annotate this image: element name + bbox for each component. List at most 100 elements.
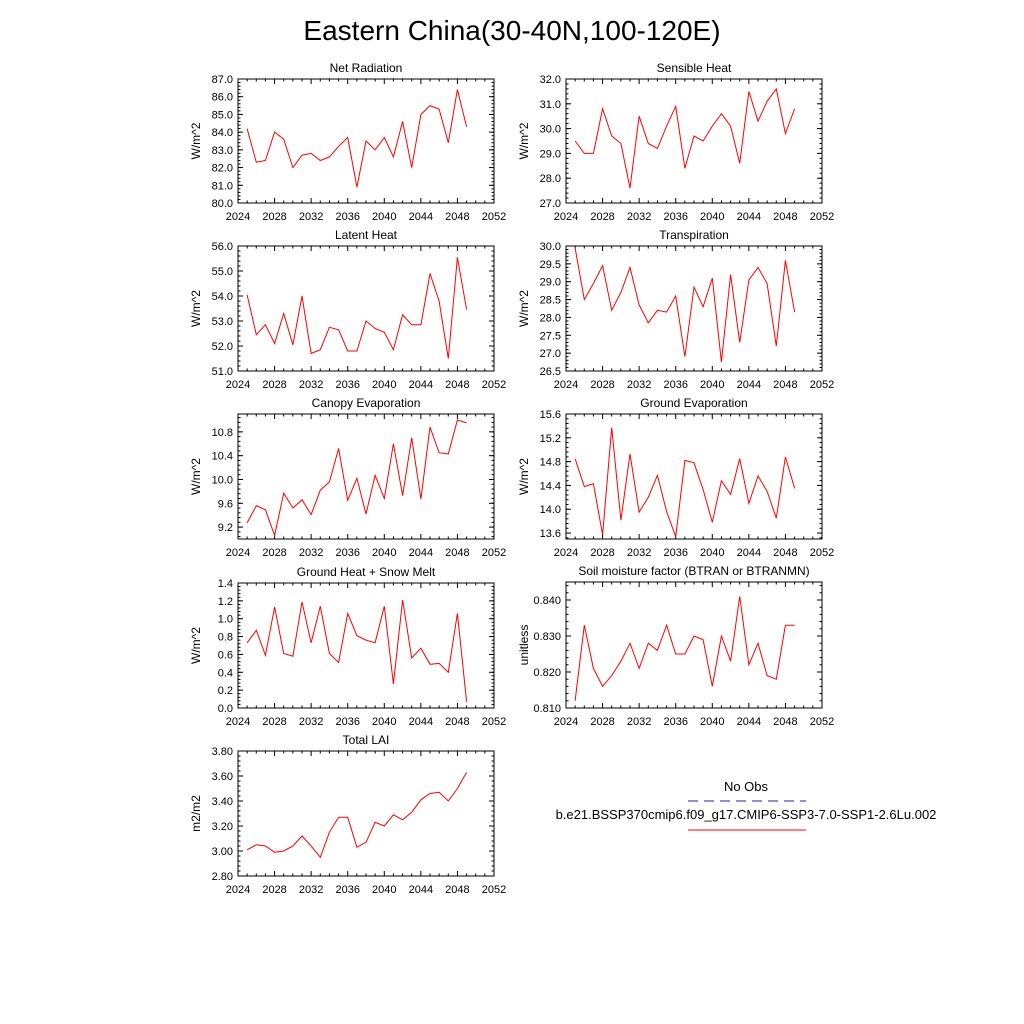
x-tick-label: 2052 [810,211,834,223]
panel-title: Canopy Evaporation [312,396,421,410]
y-tick-label: 29.0 [540,148,561,160]
y-tick-label: 30.0 [540,124,561,136]
x-tick-label: 2040 [372,884,396,896]
y-tick-label: 51.0 [212,366,233,378]
x-tick-label: 2048 [445,379,469,391]
y-tick-label: 3.80 [212,746,233,758]
y-tick-label: 1.0 [218,614,233,626]
y-axis-label: m2/m2 [189,795,203,832]
x-tick-label: 2024 [226,211,250,223]
y-tick-label: 0.2 [218,685,233,697]
y-tick-label: 82.0 [212,163,233,175]
y-tick-label: 2.80 [212,871,233,883]
x-tick-label: 2036 [335,211,359,223]
x-tick-label: 2052 [482,547,506,559]
series-line [574,247,796,363]
y-axis-label: unitless [517,625,531,666]
plot-frame [237,245,495,372]
x-tick-label: 2028 [262,716,286,728]
panel-title: Transpiration [659,228,729,242]
y-tick-label: 86.0 [212,92,233,104]
plot-frame [237,750,495,877]
x-tick-label: 2024 [226,547,250,559]
y-tick-label: 0.830 [533,631,561,643]
y-tick-label: 3.60 [212,771,233,783]
x-tick-label: 2032 [299,547,323,559]
y-tick-label: 28.0 [540,173,561,185]
plot-frame [565,413,823,540]
y-tick-label: 0.6 [218,649,233,661]
x-tick-label: 2048 [445,547,469,559]
y-tick-label: 3.20 [212,821,233,833]
y-tick-label: 28.5 [540,295,561,307]
x-tick-label: 2044 [409,547,433,559]
x-tick-label: 2024 [554,547,578,559]
series-line [246,599,468,702]
x-tick-label: 2048 [773,379,797,391]
y-tick-label: 14.0 [540,504,561,516]
x-tick-label: 2052 [810,547,834,559]
x-tick-label: 2040 [372,716,396,728]
y-tick-label: 30.0 [540,241,561,253]
x-tick-label: 2032 [299,716,323,728]
x-tick-label: 2028 [590,211,614,223]
y-tick-label: 29.5 [540,259,561,271]
x-tick-label: 2052 [482,211,506,223]
series-line [574,596,795,701]
panel-4: Transpiration W/m^2 2024 2028 2032 2036 2040 20… [517,228,834,391]
y-axis-label: W/m^2 [189,122,203,159]
x-tick-label: 2036 [335,716,359,728]
legend-obs-label: No Obs [724,779,769,794]
y-tick-label: 80.0 [212,198,233,210]
y-tick-label: 14.8 [540,457,561,469]
x-tick-label: 2036 [663,379,687,391]
x-tick-label: 2044 [737,716,761,728]
x-tick-label: 2036 [335,379,359,391]
x-tick-label: 2028 [590,716,614,728]
panel-9: Total LAI m2/m2 2024 2028 2032 2036 2040 2044 20… [189,733,506,896]
x-tick-label: 2040 [372,211,396,223]
x-tick-label: 2044 [409,211,433,223]
y-tick-label: 3.00 [212,846,233,858]
y-tick-label: 56.0 [212,241,233,253]
x-tick-label: 2032 [627,379,651,391]
y-tick-label: 27.5 [540,330,561,342]
x-tick-label: 2044 [737,379,761,391]
plot-frame [565,581,823,709]
panel-title: Net Radiation [330,61,403,75]
y-tick-label: 81.0 [212,180,233,192]
y-axis-label: W/m^2 [189,290,203,327]
x-tick-label: 2052 [482,716,506,728]
x-tick-label: 2028 [262,379,286,391]
series-line [246,89,468,188]
y-tick-label: 0.0 [218,703,233,715]
y-tick-label: 26.5 [540,366,561,378]
y-tick-label: 53.0 [212,316,233,328]
x-tick-label: 2048 [445,211,469,223]
panel-2: Sensible Heat W/m^2 2024 2028 2032 2036 2040 20… [517,61,834,223]
plot-frame [237,582,495,709]
x-tick-label: 2036 [335,884,359,896]
x-tick-label: 2028 [262,547,286,559]
x-tick-label: 2036 [663,547,687,559]
y-tick-label: 0.820 [533,667,561,679]
x-tick-label: 2028 [590,379,614,391]
x-tick-label: 2024 [554,211,578,223]
y-tick-label: 9.2 [218,522,233,534]
y-tick-label: 15.6 [540,409,561,421]
y-tick-label: 27.0 [540,198,561,210]
x-tick-label: 2032 [299,379,323,391]
x-tick-label: 2052 [810,716,834,728]
panel-title: Total LAI [343,733,390,747]
y-tick-label: 0.840 [533,595,561,607]
series-line [246,257,468,359]
y-tick-label: 10.0 [212,474,233,486]
panels: Net Radiation W/m^2 2024 2028 2032 2036 2040 20… [189,61,834,896]
y-tick-label: 0.4 [218,667,233,679]
y-tick-label: 15.2 [540,433,561,445]
x-tick-label: 2052 [810,379,834,391]
x-tick-label: 2032 [627,547,651,559]
x-tick-label: 2044 [409,379,433,391]
y-tick-label: 52.0 [212,341,233,353]
x-tick-label: 2028 [590,547,614,559]
